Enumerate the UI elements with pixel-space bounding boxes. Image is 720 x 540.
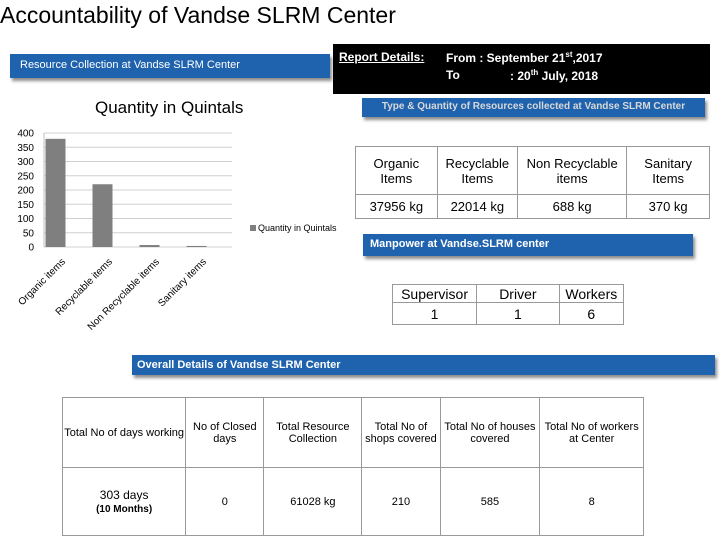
overall-value-workers: 8 [539,467,644,536]
days-working-value: 303 days [99,488,149,502]
overall-header-days-working: Total No of days working [61,397,187,468]
resource-type-table: Organic Items Recyclable Items Non Recyc… [355,146,710,219]
type-value-sanitary: 370 kg [626,194,710,219]
manpower-banner: Manpower at Vandse.SLRM center [363,234,693,256]
report-to-line: To : 20th July, 2018 [446,68,599,83]
manpower-value-supervisor: 1 [391,302,478,325]
manpower-value-workers: 6 [558,302,625,325]
days-working-note: (10 Months) [96,504,153,515]
x-tick-label: Organic items [15,256,68,309]
page-title: Accountability of Vandse SLRM Center [0,2,396,28]
overall-value-days-working: 303 days (10 Months) [61,467,187,536]
manpower-value-driver: 1 [476,302,560,325]
report-details-label: Report Details: [339,50,425,64]
type-header-recyclable: Recyclable Items [436,146,519,195]
x-tick-label: Recyclable items [53,256,115,318]
y-tick-label: 350 [17,143,34,154]
chart-bar [139,245,160,247]
y-tick-label: 400 [17,129,34,140]
overall-header-houses-covered: Total No of houses covered [439,397,541,468]
quantity-bar-chart: 0 50 100 150 200 250 300 350 400 Quantity in Quin… [17,129,337,254]
overall-value-houses-covered: 585 [439,467,541,536]
type-value-organic: 37956 kg [355,194,438,219]
y-tick-label: 0 [28,243,34,254]
type-value-non-recyclable: 688 kg [517,194,628,219]
y-tick-label: 150 [17,200,34,211]
type-header-non-recyclable: Non Recyclable items [517,146,628,195]
overall-value-shops-covered: 210 [361,467,441,536]
manpower-header-supervisor: Supervisor [391,284,478,303]
y-tick-label: 100 [17,214,34,225]
overall-value-closed-days: 0 [185,467,265,536]
y-tick-label: 200 [17,186,34,197]
overall-value-resource-collection: 61028 kg [263,467,363,536]
chart-bar [186,245,207,247]
legend-label: Quantity in Quintals [258,223,337,233]
manpower-table: Supervisor Driver Workers 1 1 6 [391,284,625,325]
type-header-sanitary: Sanitary Items [626,146,710,195]
report-from-line: From : September 21st,2017 [446,50,603,65]
overall-header-workers: Total No of workers at Center [539,397,644,468]
chart-bar [45,138,66,247]
overall-header-resource-collection: Total Resource Collection [263,397,363,468]
overall-header-shops-covered: Total No of shops covered [361,397,441,468]
chart-bar [92,184,113,247]
type-value-recyclable: 22014 kg [436,194,519,219]
manpower-header-driver: Driver [476,284,560,303]
legend-swatch [250,225,256,231]
resource-type-banner: Type & Quantity of Resources collected a… [362,98,705,117]
y-tick-label: 300 [17,157,34,168]
type-header-organic: Organic Items [355,146,438,195]
manpower-header-workers: Workers [558,284,625,303]
overall-details-banner: Overall Details of Vandse SLRM Center [132,355,715,375]
y-tick-label: 50 [23,228,35,239]
resource-collection-banner: Resource Collection at Vandse SLRM Cente… [10,54,330,78]
overall-header-closed-days: No of Closed days [185,397,265,468]
overall-details-table: Total No of days working No of Closed da… [61,397,644,536]
report-details-box: Report Details: From : September 21st,20… [333,44,710,94]
chart-title: Quantity in Quintals [95,98,244,117]
y-tick-label: 250 [17,171,34,182]
